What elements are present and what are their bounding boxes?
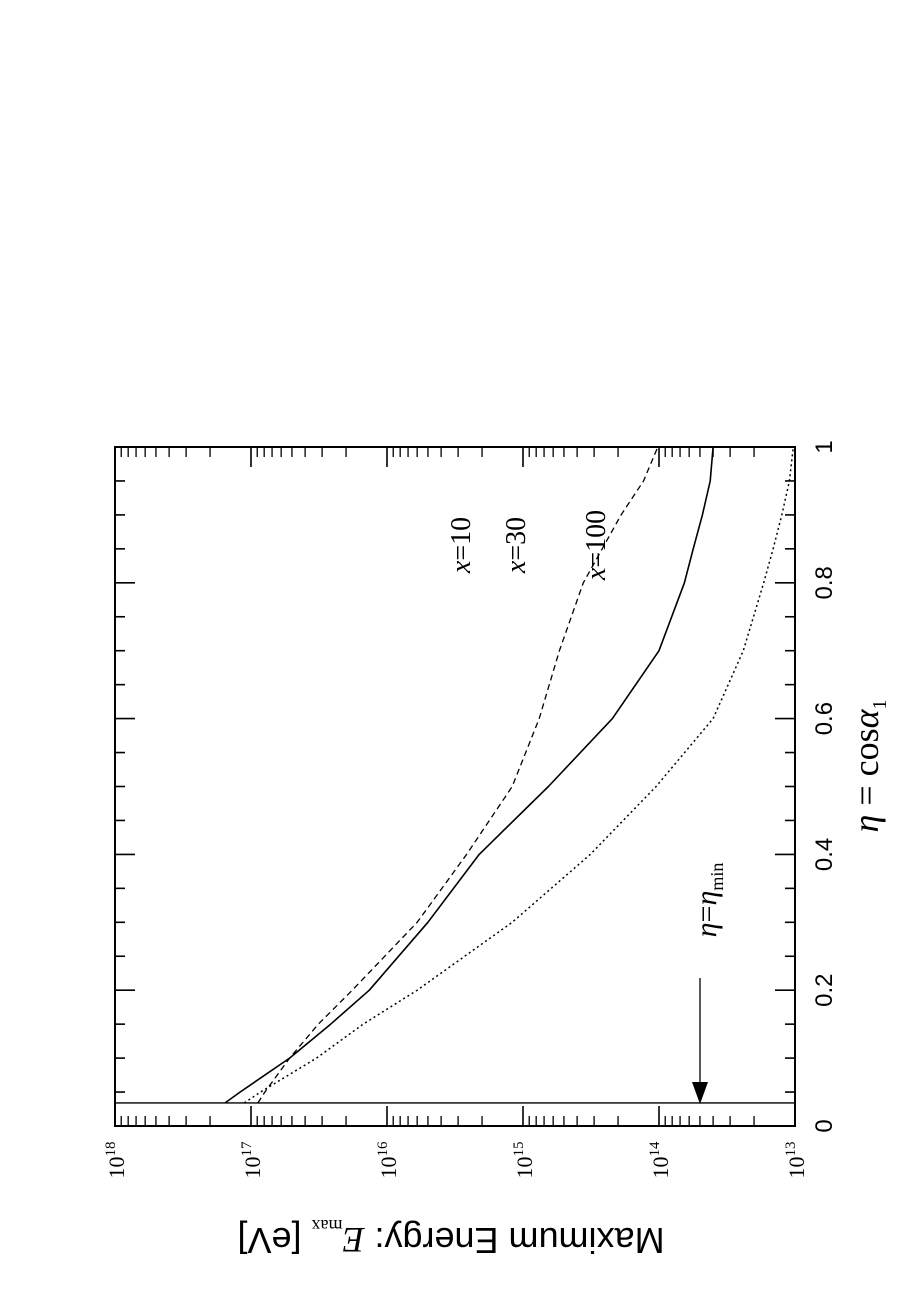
energy-tick-label: 1016 [375,1141,401,1179]
eta-symbol: η [690,891,723,906]
series-label-value: =100 [581,510,612,568]
series-label-value: =30 [501,517,532,561]
tick-base: 10 [648,1157,673,1179]
series-label-x=30: x=30 [501,517,532,574]
tick-exponent: 14 [647,1141,663,1157]
subscript: min [707,863,727,891]
series-line-x=10 [257,446,659,1104]
series-label-x=10: x=10 [446,517,477,574]
series-line-x=100 [243,446,795,1104]
subscript: max [311,1216,342,1236]
alpha-symbol: α [846,708,886,728]
tick-exponent: 15 [511,1142,527,1157]
tick-exponent: 13 [783,1142,799,1157]
series-label-value: =10 [446,517,477,561]
energy-tick-label: 1017 [239,1141,265,1179]
tick-base: 10 [240,1157,265,1179]
tick-base: 10 [104,1157,129,1179]
series-line-x=30 [224,446,714,1104]
eta-symbol: η [846,815,886,833]
energy-symbol: E [342,1220,365,1260]
eta-tick-label: 0.4 [811,838,838,871]
eta-tick-label: 0 [811,1119,838,1132]
series-label-variable: x [446,560,477,574]
series-label-x=100: x=100 [581,510,612,581]
tick-exponent: 16 [375,1141,391,1157]
tick-base: 10 [376,1157,401,1179]
energy-tick-label: 1015 [511,1142,537,1179]
tick-exponent: 18 [103,1142,119,1157]
y-axis-title: Maximum Energy: Emax [eV] [237,1216,664,1261]
eta-min-label: η=ηmin [690,863,727,938]
tick-base: 10 [512,1157,537,1179]
eta-tick-label: 0.6 [811,702,838,735]
axis-title-text: Maximum Energy: [364,1220,664,1261]
tick-base: 10 [784,1157,809,1179]
tick-exponent: 17 [239,1141,255,1157]
subscript: 1 [869,699,891,709]
unit-text: [eV] [237,1220,311,1261]
eta-tick-label: 1 [811,440,838,453]
x-axis-title: η = cosα1 [846,699,891,832]
energy-tick-label: 1018 [103,1142,129,1179]
energy-tick-label: 1013 [783,1142,809,1179]
eta-tick-label: 0.2 [811,974,838,1007]
energy-tick-label: 1014 [647,1141,673,1179]
equation-text: = cos [846,728,886,814]
eta-tick-label: 0.8 [811,566,838,599]
series-label-variable: x [581,567,612,581]
plot-area: 00.20.40.60.81101310141015101610171018x=… [103,440,891,1261]
eta-min-arrowhead [692,1082,708,1104]
series-label-variable: x [501,560,532,574]
equals-sign: = [690,906,723,923]
eta-symbol: η [690,922,723,937]
